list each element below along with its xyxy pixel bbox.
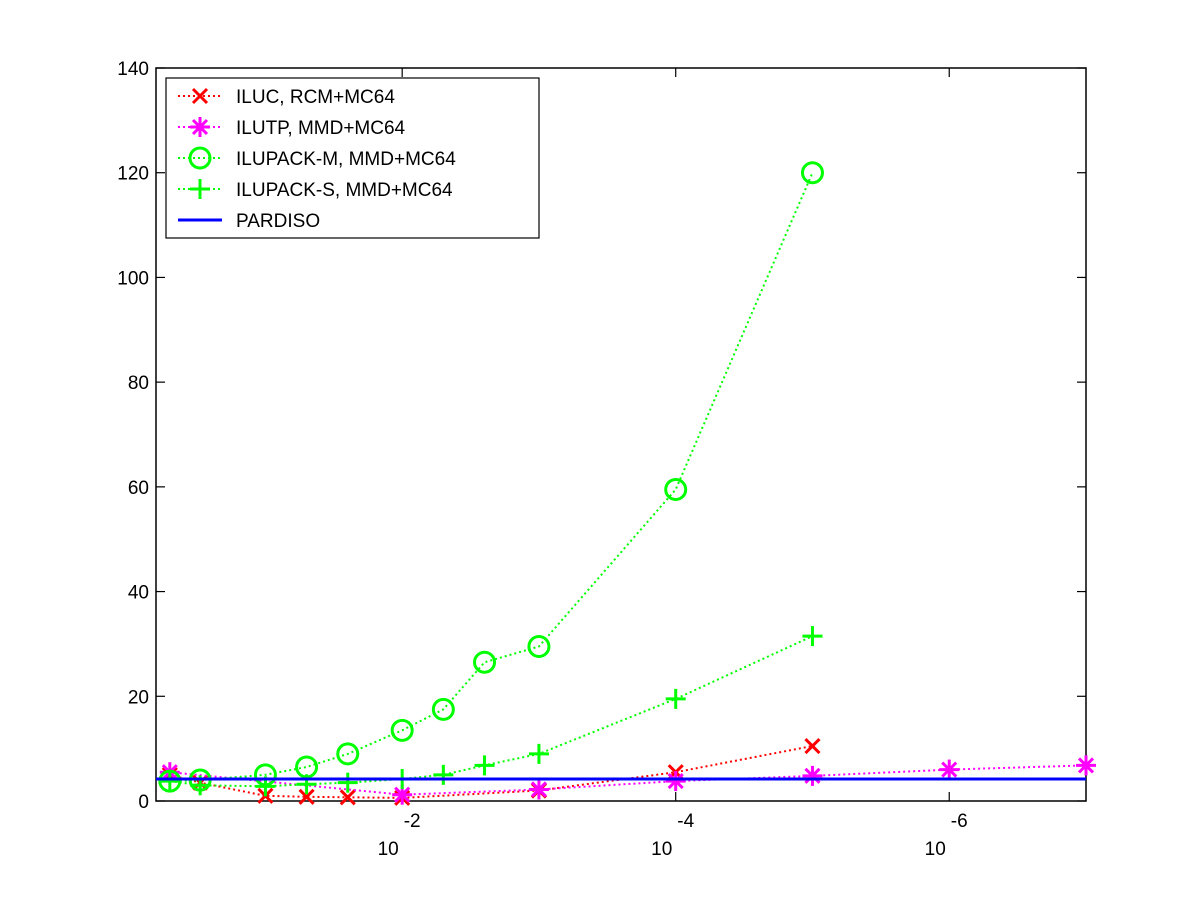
marker-star <box>1077 757 1095 774</box>
y-tick-label: 80 <box>128 373 149 394</box>
legend-box <box>165 77 540 239</box>
marker-circle <box>664 477 688 501</box>
marker-circle <box>800 161 824 185</box>
marker-star <box>394 786 411 803</box>
marker-x <box>298 788 315 805</box>
x-tick-base: 10 <box>925 839 946 860</box>
legend-label: ILUPACK-M, MMD+MC64 <box>236 149 456 170</box>
y-tick-label: 140 <box>117 59 149 80</box>
marker-star <box>530 781 548 798</box>
legend-label: ILUTP, MMD+MC64 <box>236 118 406 139</box>
y-tick-label: 20 <box>128 687 149 708</box>
series-group <box>156 161 1096 806</box>
series-line <box>169 635 813 788</box>
y-tick-label: 120 <box>117 164 149 185</box>
legend-label: ILUPACK-S, MMD+MC64 <box>236 180 453 201</box>
legend-label: PARDISO <box>236 211 320 232</box>
legend-label: ILUC, RCM+MC64 <box>236 87 395 108</box>
marker-star <box>667 773 684 790</box>
marker-circle <box>431 697 455 721</box>
marker-circle <box>390 718 414 742</box>
y-tick-label: 40 <box>128 583 149 604</box>
x-tick-base: 10 <box>651 839 672 860</box>
marker-circle <box>188 146 212 170</box>
x-tick-exponent: -2 <box>404 811 421 832</box>
x-tick-base: 10 <box>378 839 399 860</box>
marker-x <box>339 789 356 806</box>
marker-star <box>191 118 209 136</box>
marker-x <box>191 87 209 105</box>
marker-star <box>804 767 821 784</box>
marker-circle <box>473 650 497 674</box>
y-tick-label: 100 <box>117 268 149 289</box>
legend: ILUC, RCM+MC64 ILUTP, MMD+MC64 ILUPACK-M, … <box>165 77 540 239</box>
series-line <box>169 172 814 783</box>
marker-circle <box>336 742 360 766</box>
y-tick-label: 60 <box>128 478 149 499</box>
marker-star <box>941 761 958 778</box>
y-tick-label: 0 <box>138 792 149 813</box>
marker-circle <box>527 635 551 659</box>
series-3 <box>159 626 823 797</box>
x-tick-exponent: -4 <box>677 811 694 832</box>
marker-x <box>804 737 821 755</box>
series-1 <box>159 755 1096 805</box>
x-tick-exponent: -6 <box>951 811 968 832</box>
